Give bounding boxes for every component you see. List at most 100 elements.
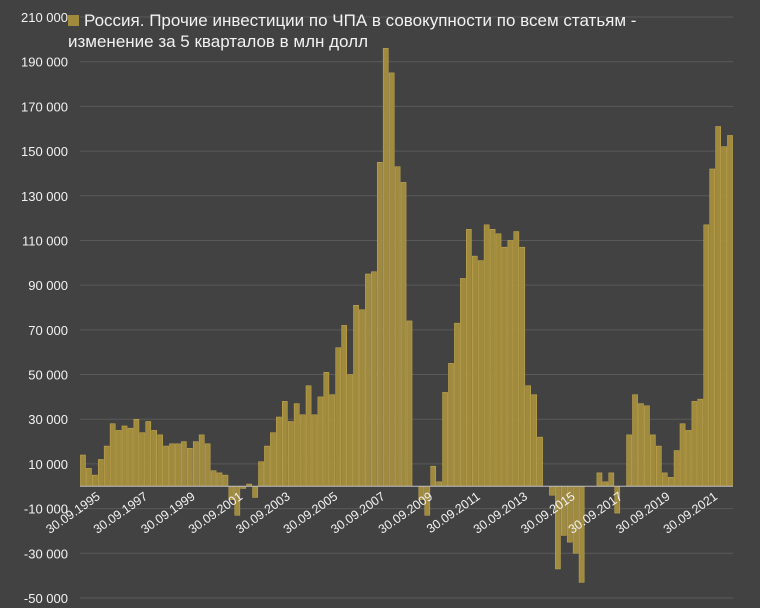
bar — [608, 472, 615, 487]
bar — [163, 445, 169, 487]
chart-title: Россия. Прочие инвестиции по ЧПА в совок… — [68, 11, 637, 51]
bar — [282, 401, 288, 487]
y-tick-label: 10 000 — [28, 457, 68, 472]
bar-series — [80, 48, 733, 583]
bar — [667, 477, 674, 487]
bar — [525, 385, 532, 487]
bar — [466, 229, 472, 487]
bar — [133, 418, 140, 487]
bar — [86, 468, 92, 487]
y-tick-label: 210 000 — [21, 10, 68, 25]
bar — [442, 392, 448, 487]
bar — [632, 394, 638, 487]
bar — [127, 427, 134, 487]
bar — [145, 421, 152, 487]
bar — [335, 347, 342, 487]
bar — [341, 325, 347, 487]
bar — [329, 394, 336, 487]
bar — [187, 448, 193, 487]
bar — [709, 168, 716, 487]
bar — [287, 421, 294, 487]
bar — [305, 385, 312, 487]
bar — [359, 309, 365, 487]
bar — [507, 240, 514, 487]
bar — [400, 182, 407, 487]
bar — [311, 414, 318, 487]
y-tick-label: -30 000 — [24, 546, 68, 561]
bar — [347, 374, 353, 487]
bar — [388, 72, 395, 487]
bar — [549, 486, 555, 496]
bar — [679, 423, 686, 487]
bar — [703, 224, 710, 487]
bar — [715, 126, 721, 487]
bar — [115, 430, 122, 487]
y-tick-label: 110 000 — [22, 233, 68, 248]
bar — [626, 434, 632, 487]
bar — [638, 403, 644, 487]
bar — [531, 394, 537, 487]
bar — [222, 474, 229, 487]
bar — [602, 481, 609, 487]
bar — [139, 432, 146, 487]
bar — [537, 436, 543, 487]
bar — [513, 231, 520, 487]
y-tick-label: 190 000 — [21, 55, 68, 70]
y-tick-label: -10 000 — [24, 502, 68, 517]
bar — [430, 465, 437, 487]
bar — [157, 434, 163, 487]
bar — [406, 320, 413, 487]
bar — [489, 229, 496, 487]
bar — [216, 472, 223, 487]
bar — [317, 396, 324, 487]
bar — [727, 135, 733, 487]
bar — [691, 401, 698, 487]
bar — [293, 403, 300, 487]
bar — [519, 246, 526, 487]
y-tick-label: 90 000 — [28, 278, 68, 293]
x-tick-label: 30.09.2021 — [661, 489, 720, 536]
bar — [175, 443, 181, 487]
bar — [198, 434, 205, 487]
y-tick-label: 70 000 — [28, 323, 68, 338]
bar — [103, 445, 110, 487]
bar — [673, 450, 680, 487]
bar — [252, 486, 258, 498]
bar — [471, 255, 478, 487]
y-tick-label: 150 000 — [21, 144, 68, 159]
bar — [97, 459, 104, 487]
bar — [721, 146, 727, 487]
bar — [483, 224, 490, 487]
y-tick-label: 130 000 — [21, 189, 68, 204]
y-axis-ticks: 210 000 190 000 170 000 150 000 130 000 110 0… — [21, 10, 68, 606]
bar — [92, 474, 98, 487]
bar — [258, 461, 264, 487]
bar — [477, 260, 484, 487]
chart-legend: Россия. Прочие инвестиции по ЧПА в совок… — [68, 10, 658, 52]
y-tick-label: -50 000 — [24, 591, 68, 606]
bar — [210, 470, 217, 487]
bar — [121, 425, 128, 487]
bar — [495, 233, 502, 487]
bar — [596, 472, 603, 487]
bar — [204, 443, 211, 487]
bar — [460, 278, 466, 487]
bar — [376, 162, 383, 487]
bar — [382, 48, 389, 487]
bar — [578, 486, 585, 583]
y-tick-label: 50 000 — [28, 368, 68, 383]
bar — [323, 372, 330, 487]
y-tick-label: 30 000 — [28, 412, 68, 427]
bar — [394, 166, 401, 487]
bar — [655, 445, 662, 487]
bar — [181, 441, 187, 487]
bar — [192, 441, 199, 487]
bar — [371, 271, 377, 487]
bar — [454, 322, 460, 487]
bar — [353, 305, 359, 487]
legend-swatch — [68, 15, 79, 26]
bar — [661, 472, 668, 487]
bar — [685, 430, 692, 487]
bar — [365, 273, 371, 487]
